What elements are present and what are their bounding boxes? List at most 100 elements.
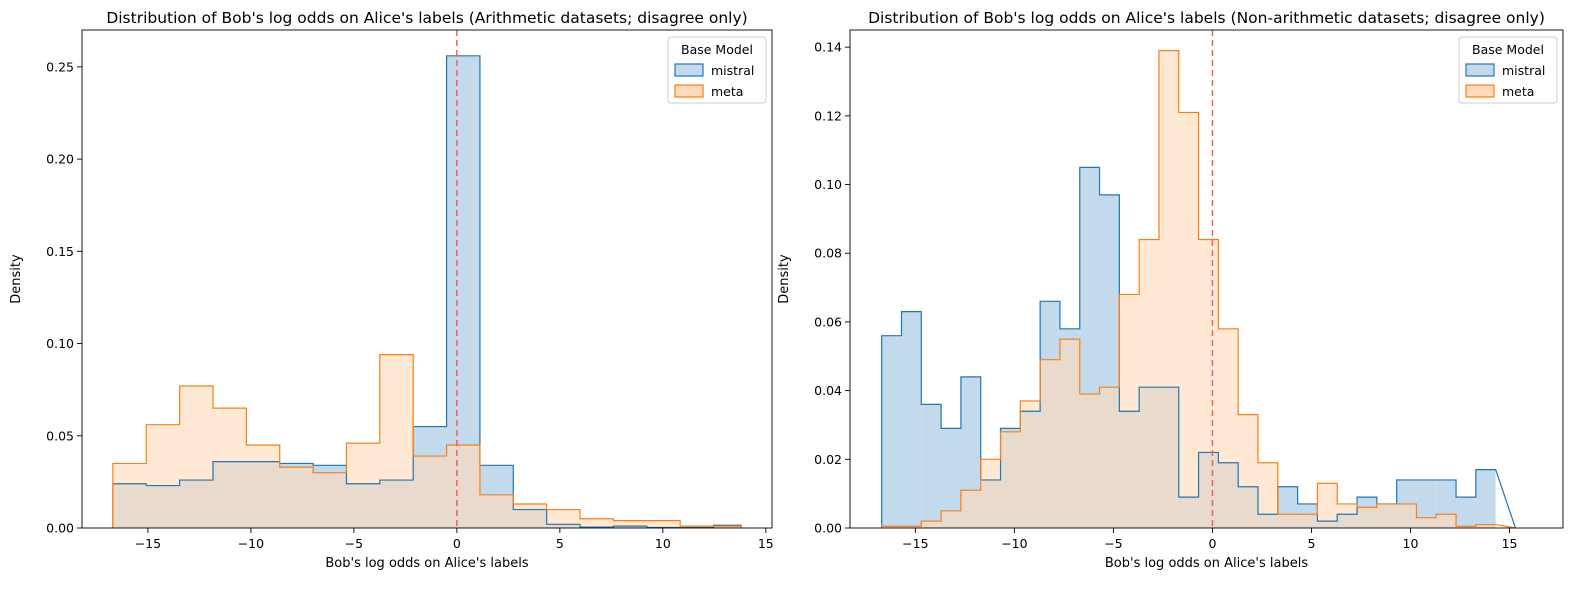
axes-frame [849, 29, 1564, 529]
bar-meta [1475, 524, 1496, 528]
y-tick-label: 0.15 [46, 244, 74, 259]
y-axis-ticks: 0.00 0.05 0.10 0.15 0.20 0.25 [46, 59, 82, 536]
bar-mistral [921, 404, 942, 528]
series-meta [112, 354, 742, 528]
legend-swatch-mistral [1465, 63, 1495, 77]
chart-title: Distribution of Bob's log odds on Alice'… [106, 9, 747, 27]
x-tick-label: 0 [453, 536, 461, 551]
bar-meta [941, 510, 961, 528]
x-axis-label: Bob's log odds on Alice's labels [1105, 556, 1308, 571]
bar-meta [1436, 514, 1457, 528]
x-tick-label: 10 [655, 536, 671, 551]
x-tick-label: 5 [556, 536, 564, 551]
bar-meta [513, 504, 547, 528]
bar-meta [1277, 514, 1298, 528]
step-outline-mistral [112, 55, 742, 529]
bar-meta [1198, 239, 1219, 528]
x-axis-ticks: −15 −10 −5 0 5 10 15 [902, 528, 1517, 551]
bar-mistral [901, 311, 922, 528]
y-tick-label: 0.14 [814, 40, 842, 55]
y-tick-label: 0.06 [814, 314, 842, 329]
series-meta [881, 50, 1496, 529]
bar-meta [1158, 50, 1179, 528]
bar-meta [1178, 112, 1199, 529]
legend-title: Base Model [1472, 42, 1544, 57]
legend-label-mistral: mistral [1502, 63, 1545, 78]
y-tick-label: 0.20 [46, 152, 74, 167]
bar-meta [313, 472, 347, 528]
legend-swatch-mistral [674, 63, 704, 77]
x-tick-label: −5 [345, 536, 363, 551]
bar-meta [413, 456, 447, 528]
bar-meta [713, 526, 742, 528]
bar-meta [1297, 514, 1318, 528]
bar-meta [1396, 503, 1417, 528]
bar-meta [980, 459, 1001, 528]
bar-meta [346, 443, 380, 528]
bar-meta [1317, 483, 1338, 528]
bar-meta [580, 518, 614, 528]
plot-area [81, 29, 773, 529]
x-tick-label: −15 [902, 536, 928, 551]
bar-meta [479, 494, 514, 528]
chart-arithmetic: Distribution of Bob's log odds on Alice'… [9, 9, 774, 571]
bar-mistral [1456, 497, 1476, 528]
y-tick-label: 0.25 [46, 59, 74, 74]
bar-meta [1059, 339, 1080, 528]
legend: Base Model mistral meta [1458, 36, 1558, 104]
y-axis-ticks: 0.00 0.02 0.04 0.06 0.08 0.10 0.12 0.14 [814, 40, 850, 536]
x-tick-label: −5 [1104, 536, 1122, 551]
bar-meta [1257, 462, 1278, 528]
bar-mistral [941, 428, 961, 528]
x-tick-label: −10 [1001, 536, 1027, 551]
y-tick-label: 0.10 [46, 336, 74, 351]
legend-swatch-meta [674, 84, 704, 98]
x-tick-label: −10 [238, 536, 264, 551]
x-tick-label: 5 [1307, 536, 1315, 551]
y-axis-label: Density [9, 254, 24, 304]
plot-area [849, 29, 1564, 529]
bar-meta [1040, 359, 1060, 528]
axes-frame [81, 29, 773, 529]
y-tick-label: 0.04 [814, 383, 842, 398]
y-tick-label: 0.00 [46, 521, 74, 536]
legend-swatch-meta [1465, 84, 1495, 98]
y-tick-label: 0.02 [814, 452, 842, 467]
bar-meta [1079, 394, 1100, 528]
bar-mistral [881, 335, 902, 528]
chart-title: Distribution of Bob's log odds on Alice'… [868, 9, 1545, 27]
bar-meta [1218, 328, 1239, 528]
bar-meta [1376, 503, 1397, 528]
bar-meta [960, 490, 981, 528]
bar-meta [1337, 503, 1358, 528]
x-axis-ticks: −15 −10 −5 0 5 10 15 [135, 528, 774, 551]
bar-meta [546, 509, 581, 528]
x-axis-label: Bob's log odds on Alice's labels [325, 556, 528, 571]
bar-meta [1238, 414, 1258, 528]
bar-meta [379, 354, 414, 528]
x-tick-label: 15 [1502, 536, 1518, 551]
bar-meta [901, 526, 922, 528]
y-tick-label: 0.12 [814, 108, 842, 123]
bar-meta [246, 445, 280, 528]
bar-meta [1099, 387, 1120, 528]
bar-meta [1416, 517, 1437, 528]
bar-meta [212, 408, 247, 528]
x-tick-label: 15 [758, 536, 774, 551]
chart-non-arithmetic: Distribution of Bob's log odds on Alice'… [777, 9, 1564, 571]
y-tick-label: 0.00 [814, 521, 842, 536]
y-tick-label: 0.05 [46, 428, 74, 443]
y-tick-label: 0.08 [814, 246, 842, 261]
legend: Base Model mistral meta [667, 36, 767, 104]
step-outline-meta [112, 354, 742, 528]
bar-mistral [1416, 479, 1437, 528]
bar-meta [179, 385, 213, 528]
bar-meta [1456, 526, 1476, 528]
bar-meta [1139, 239, 1159, 528]
bar-meta [613, 520, 647, 528]
y-axis-label: Density [777, 254, 792, 304]
legend-title: Base Model [681, 42, 753, 57]
bar-meta [646, 520, 681, 528]
x-tick-label: 10 [1403, 536, 1419, 551]
